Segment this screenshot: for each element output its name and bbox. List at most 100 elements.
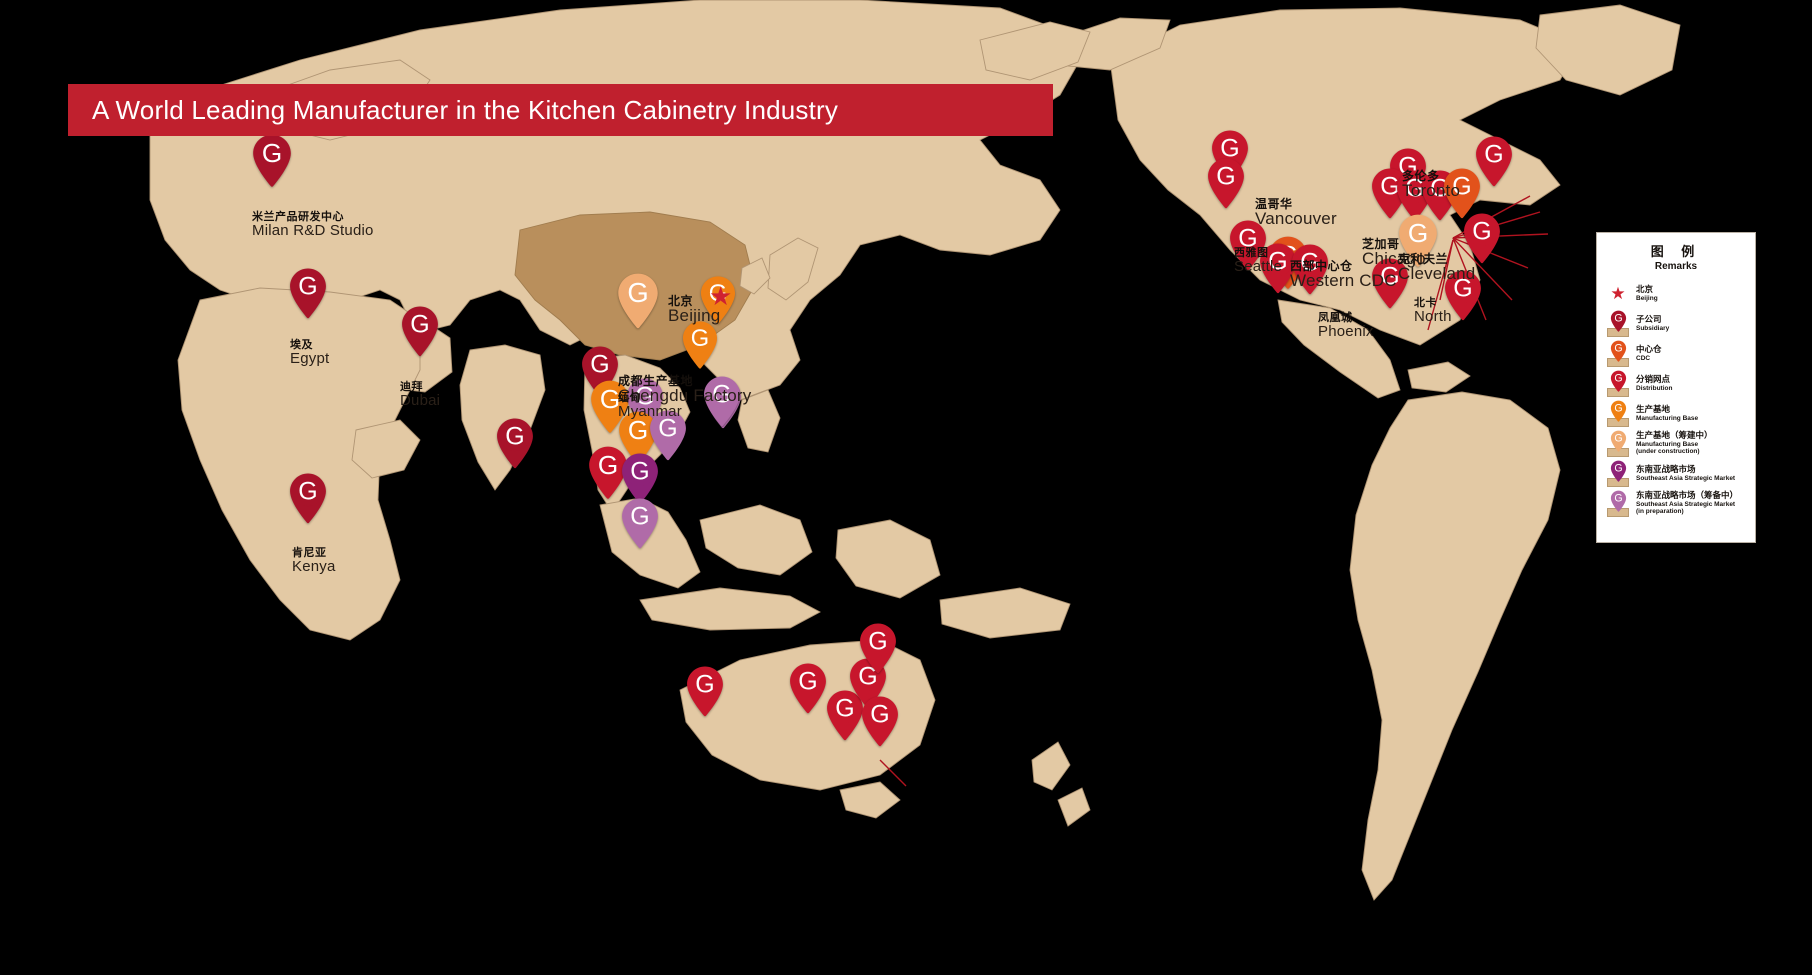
- legend-icon-slot: G: [1603, 490, 1633, 518]
- legend-item-pin-cdc[interactable]: G 中心仓 CDC: [1603, 339, 1749, 368]
- legend-label-en2: (in preparation): [1636, 508, 1684, 516]
- legend-label-en2: (under construction): [1636, 448, 1700, 456]
- marker-sydney[interactable]: G: [858, 622, 898, 675]
- svg-text:G: G: [1614, 432, 1622, 444]
- pin-subsidiary-icon: G: [495, 417, 535, 470]
- pin-distribution-icon: G: [1610, 370, 1627, 397]
- legend-label-cn: 子公司: [1636, 313, 1662, 324]
- legend-item-pin-manufacturing-uc[interactable]: G 生产基地（筹建中） Manufacturing Base (under co…: [1603, 429, 1749, 458]
- svg-text:G: G: [262, 137, 282, 167]
- marker-egypt[interactable]: G: [288, 267, 328, 320]
- svg-text:G: G: [1614, 372, 1622, 384]
- pin-subsidiary-icon: G: [400, 305, 440, 358]
- pin-cdc-icon: G: [1442, 167, 1482, 220]
- pin-subsidiary-icon: G: [288, 267, 328, 320]
- legend-icon-slot: G: [1603, 340, 1633, 368]
- svg-text:G: G: [1216, 163, 1235, 191]
- legend-item-pin-sea-market-prep[interactable]: G 东南亚战略市场（筹备中） Southeast Asia Strategic …: [1603, 489, 1749, 518]
- marker-chengdu[interactable]: G: [616, 272, 660, 330]
- marker-cambodia[interactable]: G: [617, 410, 659, 465]
- pin-manufacturing-uc-icon: G: [1610, 430, 1627, 457]
- marker-newyork[interactable]: G: [1462, 212, 1502, 265]
- svg-text:G: G: [1408, 217, 1428, 247]
- marker-milan[interactable]: G: [251, 133, 293, 188]
- legend-icon-slot: ★: [1603, 280, 1633, 308]
- marker-boston[interactable]: G: [1474, 135, 1514, 188]
- pin-distribution-icon: G: [1370, 257, 1410, 310]
- legend-item-pin-sea-market[interactable]: G 东南亚战略市场 Southeast Asia Strategic Marke…: [1603, 459, 1749, 488]
- marker-philippines[interactable]: G: [702, 375, 742, 428]
- pin-distribution-icon: G: [1206, 157, 1246, 210]
- legend-text: 生产基地（筹建中） Manufacturing Base (under cons…: [1633, 430, 1713, 456]
- legend-label-cn: 生产基地: [1636, 403, 1671, 414]
- marker-singapore[interactable]: G: [620, 452, 660, 505]
- pin-manufacturing-uc-icon: G: [616, 272, 660, 330]
- marker-vancouver-2[interactable]: G: [1206, 157, 1246, 210]
- marker-adelaide[interactable]: G: [788, 662, 828, 715]
- legend-icon-slot: G: [1603, 370, 1633, 398]
- pin-distribution-icon: G: [788, 662, 828, 715]
- marker-east-china-1[interactable]: G: [699, 275, 737, 325]
- legend-item-pin-manufacturing[interactable]: G 生产基地 Manufacturing Base: [1603, 399, 1749, 428]
- marker-malaysia[interactable]: G: [587, 445, 629, 500]
- marker-northcarolina[interactable]: G: [1397, 213, 1439, 268]
- marker-perth[interactable]: G: [685, 665, 725, 718]
- marker-east-china-2[interactable]: G: [681, 320, 719, 370]
- svg-text:G: G: [590, 351, 609, 379]
- legend-panel: 图 例 Remarks ★ 北京 Beijing G 子公司 Subsidiar…: [1596, 232, 1756, 543]
- pin-manufacturing-icon: G: [681, 320, 719, 370]
- svg-text:G: G: [298, 478, 317, 506]
- svg-text:G: G: [635, 383, 654, 411]
- svg-text:G: G: [835, 695, 854, 723]
- marker-dubai[interactable]: G: [400, 305, 440, 358]
- svg-text:G: G: [1614, 492, 1622, 504]
- pin-distribution-icon: G: [587, 445, 629, 500]
- pin-distribution-icon: G: [858, 622, 898, 675]
- pin-distribution-icon: G: [860, 695, 900, 748]
- svg-text:G: G: [1380, 263, 1399, 291]
- title-banner: A World Leading Manufacturer in the Kitc…: [68, 84, 1053, 136]
- legend-item-star[interactable]: ★ 北京 Beijing: [1603, 279, 1749, 308]
- pin-distribution-icon: G: [1228, 219, 1268, 272]
- legend-label-cn: 北京: [1636, 283, 1654, 294]
- pin-subsidiary-icon: G: [288, 472, 328, 525]
- svg-text:G: G: [1300, 249, 1319, 277]
- pin-subsidiary-icon: G: [251, 133, 293, 188]
- pin-subsidiary-icon: G: [1610, 310, 1627, 337]
- svg-text:G: G: [870, 701, 889, 729]
- svg-text:G: G: [1484, 141, 1503, 169]
- marker-texas[interactable]: G: [1370, 257, 1410, 310]
- legend-item-pin-subsidiary[interactable]: G 子公司 Subsidiary: [1603, 309, 1749, 338]
- svg-text:G: G: [658, 415, 677, 443]
- beijing-star-icon: ★: [709, 281, 733, 311]
- pin-manufacturing-icon: G: [699, 275, 737, 325]
- marker-western-cdc-3[interactable]: G: [1290, 243, 1330, 296]
- marker-melbourne[interactable]: G: [825, 689, 865, 742]
- marker-western-cdc-2[interactable]: G: [1258, 242, 1298, 295]
- legend-text: 北京 Beijing: [1633, 283, 1658, 302]
- marker-vietnam-s[interactable]: G: [648, 409, 688, 462]
- legend-text: 东南亚战略市场 Southeast Asia Strategic Market: [1633, 464, 1735, 482]
- svg-text:G: G: [630, 458, 649, 486]
- marker-seattle[interactable]: G: [1228, 219, 1268, 272]
- marker-kenya[interactable]: G: [288, 472, 328, 525]
- pin-cdc-icon: G: [1610, 340, 1627, 367]
- legend-icon-slot: G: [1603, 460, 1633, 488]
- marker-thailand[interactable]: G: [589, 379, 631, 434]
- svg-text:G: G: [1238, 225, 1257, 253]
- marker-florida[interactable]: G: [1443, 269, 1483, 322]
- marker-brisbane[interactable]: G: [860, 695, 900, 748]
- marker-cleveland-2[interactable]: G: [1442, 167, 1482, 220]
- svg-text:G: G: [410, 311, 429, 339]
- legend-text: 中心仓 CDC: [1633, 344, 1662, 362]
- legend-text: 东南亚战略市场（筹备中） Southeast Asia Strategic Ma…: [1633, 490, 1738, 516]
- pin-distribution-icon: G: [1258, 242, 1298, 295]
- legend-item-pin-distribution[interactable]: G 分销网点 Distribution: [1603, 369, 1749, 398]
- legend-list: ★ 北京 Beijing G 子公司 Subsidiary G 中心仓 CDC: [1603, 279, 1749, 518]
- marker-india[interactable]: G: [495, 417, 535, 470]
- legend-label-en: Southeast Asia Strategic Market: [1636, 500, 1736, 508]
- marker-indonesia[interactable]: G: [620, 497, 660, 550]
- svg-text:G: G: [505, 423, 524, 451]
- svg-text:G: G: [598, 449, 618, 479]
